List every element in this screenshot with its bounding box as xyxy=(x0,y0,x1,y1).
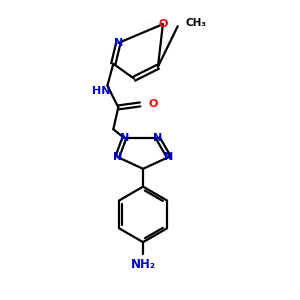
Text: NH₂: NH₂ xyxy=(130,258,156,271)
Text: O: O xyxy=(158,19,168,29)
Text: HN: HN xyxy=(92,85,111,96)
Text: N: N xyxy=(114,38,123,48)
Text: CH₃: CH₃ xyxy=(186,18,207,28)
Text: N: N xyxy=(120,133,129,143)
Text: O: O xyxy=(148,99,158,110)
Text: N: N xyxy=(164,152,173,162)
Text: N: N xyxy=(113,152,122,162)
Text: N: N xyxy=(153,133,163,143)
